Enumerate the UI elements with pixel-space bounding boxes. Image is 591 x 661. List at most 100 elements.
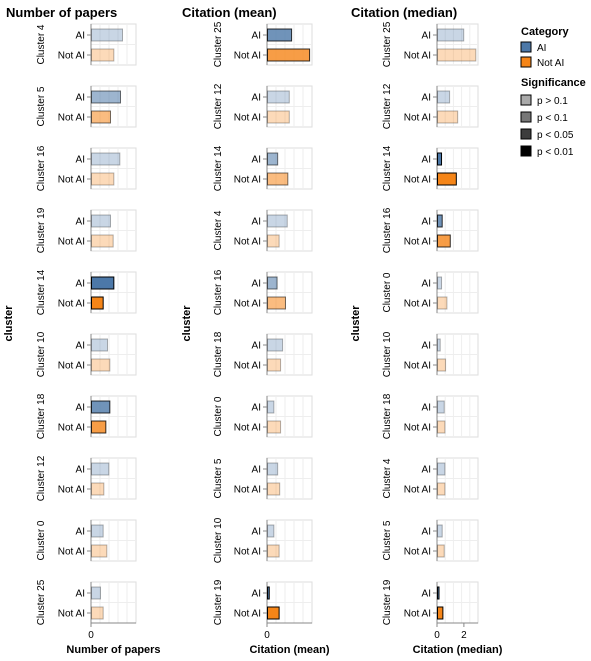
bar-not-ai [267,358,282,372]
cluster-label: Cluster 12 [36,455,47,501]
bar-not-ai [267,420,282,434]
legend-significance-swatch [520,94,532,106]
row-label-not-ai: Not AI [58,299,85,310]
row-label-not-ai: Not AI [58,237,85,248]
cluster-group: Cluster 18 AI Not AI [382,393,479,439]
cluster-group: Cluster 0 AI Not AI [382,271,479,314]
cluster-group: Cluster 14 AI Not AI [36,269,137,315]
row-label-ai: AI [252,527,261,538]
cluster-label: Cluster 25 [382,21,393,67]
row-label-not-ai: Not AI [404,423,431,434]
cluster-group: Cluster 4 AI Not AI [36,23,137,66]
y-axis-title: cluster [3,305,15,342]
bar-ai [91,90,121,104]
legend-label: p < 0.05 [537,130,574,141]
cluster-group: Cluster 14 AI Not AI [213,145,313,191]
row-label-ai: AI [252,155,261,166]
bar-ai [91,462,110,476]
x-axis-title: Citation (median) [413,644,503,656]
bar-ai [91,214,111,228]
bar-not-ai [91,48,115,62]
row-label-ai: AI [422,217,431,228]
x-tick-label: 0 [264,630,270,641]
panel-title: Citation (mean) [182,5,277,20]
bar-ai [267,214,288,228]
row-label-ai: AI [252,465,261,476]
legend-swatch-ai [520,41,532,53]
row-label-not-ai: Not AI [58,175,85,186]
legend-significance-swatch [520,128,532,140]
bar-ai [267,152,279,166]
x-tick-label: 0 [88,630,94,641]
row-label-not-ai: Not AI [404,237,431,248]
bar-not-ai [267,482,281,496]
cluster-group: Cluster 25 AI Not AI [382,21,479,67]
bar-not-ai [437,482,446,496]
bar-ai [267,90,290,104]
row-label-not-ai: Not AI [404,609,431,620]
cluster-group: Cluster 19 AI Not AI [36,207,137,253]
x-axis-title: Number of papers [66,644,160,656]
bar-ai [267,400,275,414]
row-label-not-ai: Not AI [404,299,431,310]
row-label-not-ai: Not AI [234,237,261,248]
cluster-label: Cluster 0 [36,520,47,560]
panel-title: Number of papers [6,5,117,20]
cluster-group: Cluster 5 AI Not AI [382,519,479,562]
cluster-label: Cluster 10 [36,331,47,377]
cluster-group: Cluster 10 AI Not AI [213,517,313,563]
cluster-label: Cluster 5 [213,458,224,498]
bar-not-ai [267,544,280,558]
bar-ai [91,338,108,352]
row-label-not-ai: Not AI [234,609,261,620]
bar-not-ai [267,234,280,248]
cluster-group: Cluster 0 AI Not AI [213,395,313,438]
row-label-not-ai: Not AI [58,113,85,124]
row-label-not-ai: Not AI [58,547,85,558]
cluster-label: Cluster 12 [213,83,224,129]
bar-ai [437,400,445,414]
cluster-label: Cluster 18 [213,331,224,377]
row-label-not-ai: Not AI [234,51,261,62]
cluster-group: Cluster 12 AI Not AI [213,83,313,129]
row-label-ai: AI [422,155,431,166]
bar-ai [437,214,443,228]
panel-title: Citation (median) [351,5,457,20]
row-label-ai: AI [252,403,261,414]
row-label-ai: AI [76,527,85,538]
cluster-label: Cluster 19 [213,579,224,625]
cluster-label: Cluster 25 [213,21,224,67]
bar-ai [91,586,101,600]
cluster-label: Cluster 14 [213,145,224,191]
row-label-ai: AI [422,341,431,352]
cluster-label: Cluster 25 [36,579,47,625]
cluster-label: Cluster 10 [213,517,224,563]
row-label-ai: AI [422,279,431,290]
bar-not-ai [437,606,444,620]
y-axis-title: cluster [181,305,193,342]
legend: Category AI Not AI Significance p > 0.1 p < 0… [520,26,586,158]
bar-not-ai [91,420,107,434]
bar-not-ai [437,172,457,186]
row-label-ai: AI [76,31,85,42]
cluster-label: Cluster 14 [36,269,47,315]
bar-ai [437,338,441,352]
bar-not-ai [91,482,105,496]
bar-ai [267,524,275,538]
cluster-label: Cluster 14 [382,145,393,191]
bar-ai [437,28,465,42]
bar-not-ai [267,606,280,620]
bar-not-ai [437,358,447,372]
cluster-group: Cluster 10 AI Not AI [382,331,479,377]
row-label-ai: AI [422,589,431,600]
x-tick-label: 0 [434,630,440,641]
bar-not-ai [437,234,451,248]
bar-ai [267,276,278,290]
row-label-not-ai: Not AI [234,175,261,186]
legend-significance-swatch [520,145,532,157]
row-label-ai: AI [252,279,261,290]
cluster-label: Cluster 0 [213,396,224,436]
cluster-label: Cluster 0 [382,272,393,312]
legend-label: p > 0.1 [537,96,568,107]
